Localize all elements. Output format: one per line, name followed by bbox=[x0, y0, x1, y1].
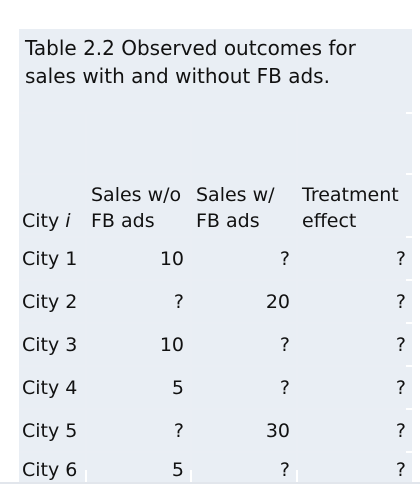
observed-outcomes-table: Table 2.2 Observed outcomes for sales wi… bbox=[19, 29, 412, 484]
row-treatment-effect: ? bbox=[298, 238, 412, 279]
row-treatment-effect: ? bbox=[298, 281, 412, 322]
row-sales-with: ? bbox=[192, 453, 296, 484]
bottom-divider bbox=[0, 482, 420, 484]
row-treatment-effect: ? bbox=[298, 324, 412, 365]
row-city-name: City 6 bbox=[19, 453, 85, 484]
empty-cell bbox=[19, 114, 85, 173]
row-sales-without: 5 bbox=[87, 367, 190, 408]
row-sales-with: ? bbox=[192, 324, 296, 365]
row-treatment-effect: ? bbox=[298, 453, 412, 484]
header-city: City i bbox=[19, 175, 85, 236]
row-city-name: City 5 bbox=[19, 410, 85, 451]
empty-cell bbox=[87, 114, 190, 173]
header-city-prefix: City bbox=[22, 210, 60, 232]
empty-cell bbox=[192, 114, 296, 173]
row-sales-without: 10 bbox=[87, 238, 190, 279]
row-sales-without: 5 bbox=[87, 453, 190, 484]
header-sales-with: Sales w/ FB ads bbox=[192, 175, 296, 236]
row-city-name: City 4 bbox=[19, 367, 85, 408]
row-city-name: City 1 bbox=[19, 238, 85, 279]
row-treatment-effect: ? bbox=[298, 410, 412, 451]
row-city-name: City 2 bbox=[19, 281, 85, 322]
row-sales-with: ? bbox=[192, 367, 296, 408]
row-city-name: City 3 bbox=[19, 324, 85, 365]
row-sales-with: ? bbox=[192, 238, 296, 279]
header-sales-without: Sales w/o FB ads bbox=[87, 175, 190, 236]
row-sales-without: 10 bbox=[87, 324, 190, 365]
row-sales-with: 20 bbox=[192, 281, 296, 322]
header-treatment-effect: Treatment effect bbox=[298, 175, 412, 236]
row-treatment-effect: ? bbox=[298, 367, 412, 408]
row-sales-without: ? bbox=[87, 410, 190, 451]
header-city-variable: i bbox=[65, 210, 71, 232]
row-sales-without: ? bbox=[87, 281, 190, 322]
empty-cell bbox=[298, 114, 412, 173]
row-sales-with: 30 bbox=[192, 410, 296, 451]
table-caption: Table 2.2 Observed outcomes for sales wi… bbox=[19, 29, 412, 112]
